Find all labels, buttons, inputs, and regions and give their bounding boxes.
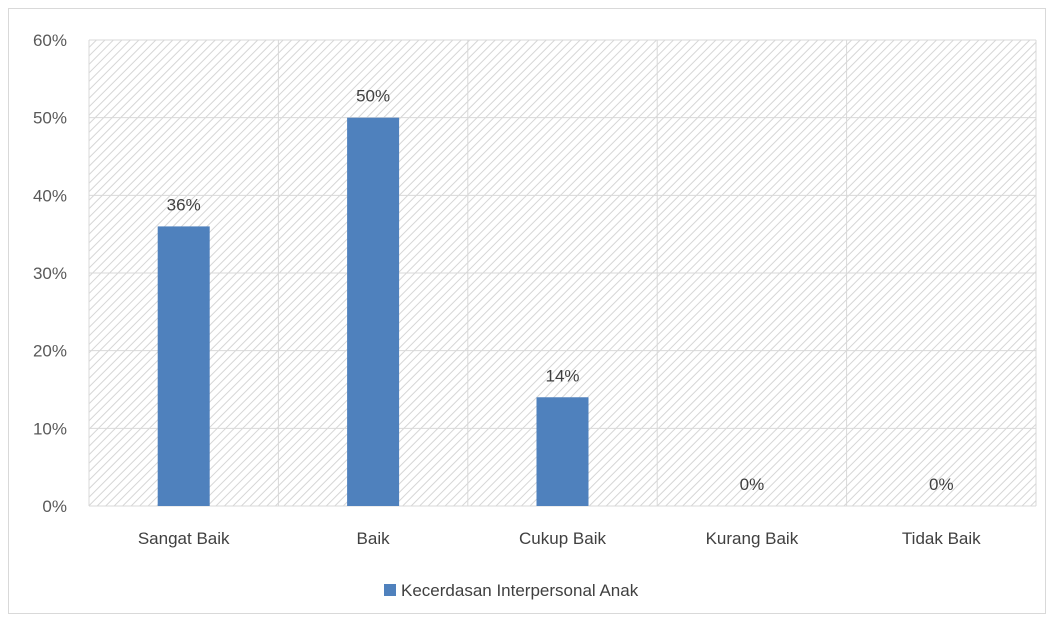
- x-category-label: Tidak Baik: [902, 529, 981, 548]
- x-category-label: Sangat Baik: [138, 529, 230, 548]
- legend-swatch: [384, 584, 396, 596]
- y-tick-label: 0%: [42, 497, 67, 516]
- y-tick-label: 20%: [33, 342, 67, 361]
- data-label: 0%: [740, 475, 765, 494]
- legend-label: Kecerdasan Interpersonal Anak: [401, 581, 639, 600]
- x-category-label: Kurang Baik: [706, 529, 799, 548]
- y-tick-label: 10%: [33, 419, 67, 438]
- data-label: 0%: [929, 475, 954, 494]
- data-label: 50%: [356, 87, 390, 106]
- y-tick-label: 40%: [33, 186, 67, 205]
- y-tick-label: 50%: [33, 109, 67, 128]
- bar-cukup-baik: [536, 397, 589, 506]
- data-label: 14%: [545, 366, 579, 385]
- bar-sangat-baik: [157, 226, 210, 506]
- legend: Kecerdasan Interpersonal Anak: [384, 581, 639, 600]
- y-tick-label: 30%: [33, 264, 67, 283]
- x-category-label: Baik: [357, 529, 391, 548]
- bar-baik: [347, 117, 400, 507]
- y-tick-label: 60%: [33, 31, 67, 50]
- data-label: 36%: [167, 195, 201, 214]
- x-category-label: Cukup Baik: [519, 529, 606, 548]
